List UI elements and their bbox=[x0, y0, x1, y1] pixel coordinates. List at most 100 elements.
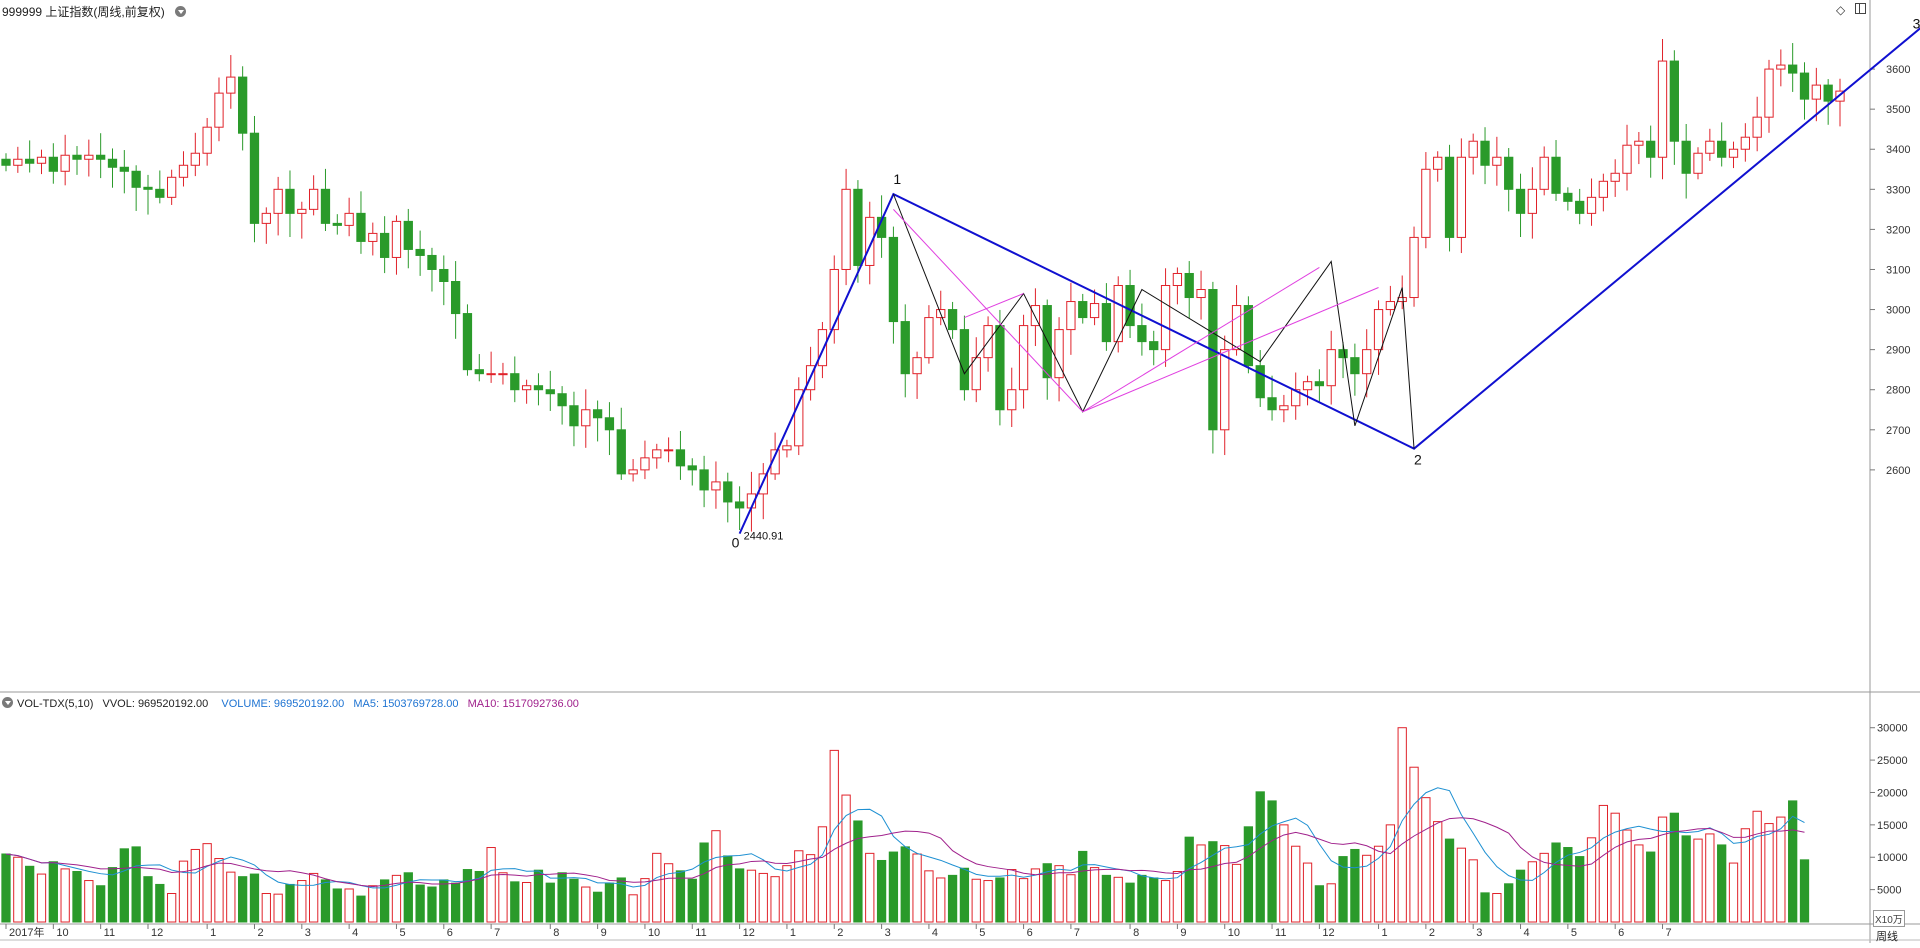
candle-body bbox=[238, 76, 248, 134]
candle-body bbox=[1823, 84, 1833, 102]
split-panel-icon[interactable] bbox=[1855, 3, 1866, 14]
volume-bar bbox=[971, 878, 981, 923]
volume-bar bbox=[900, 846, 910, 923]
candle-body bbox=[249, 132, 260, 224]
volume-bar bbox=[1444, 838, 1455, 923]
volume-bar bbox=[936, 877, 946, 923]
candle-body bbox=[391, 220, 402, 258]
volume-bar bbox=[1243, 826, 1254, 923]
volume-bar bbox=[805, 854, 816, 923]
chevron-down-icon[interactable] bbox=[174, 6, 186, 17]
price-tick-label: 3600 bbox=[1886, 64, 1910, 76]
candle-body bbox=[888, 236, 899, 323]
candle-body bbox=[178, 164, 189, 178]
candle-body bbox=[640, 457, 650, 471]
price-tick-label: 3500 bbox=[1886, 104, 1910, 116]
volume-bar bbox=[379, 879, 390, 923]
candle-body bbox=[557, 393, 567, 407]
candle-body bbox=[782, 445, 792, 451]
volume-bar bbox=[427, 886, 437, 923]
volume-bars-group bbox=[1, 727, 1810, 923]
volume-bar bbox=[1728, 862, 1739, 923]
volume-bar bbox=[1622, 829, 1632, 923]
volume-bar bbox=[1054, 865, 1064, 923]
volume-bar bbox=[462, 869, 473, 923]
candle-body bbox=[829, 268, 839, 331]
candle-body bbox=[1740, 136, 1750, 150]
candle-body bbox=[616, 429, 626, 475]
volume-bar bbox=[1007, 869, 1017, 923]
time-tick-label: 12 bbox=[743, 927, 755, 939]
time-tick-label: 1 bbox=[1382, 927, 1388, 939]
volume-tick-label: 30000 bbox=[1877, 723, 1908, 735]
price-tick-label: 2600 bbox=[1886, 465, 1910, 477]
candle-body bbox=[723, 481, 733, 503]
volume-bar bbox=[1527, 861, 1538, 923]
chevron-down-icon[interactable] bbox=[2, 697, 13, 708]
elliott-wave-line bbox=[738, 27, 1920, 535]
price-tick-label: 3400 bbox=[1886, 144, 1910, 156]
candle-body bbox=[1054, 329, 1064, 379]
candle-body bbox=[1788, 64, 1798, 74]
candle-body bbox=[1492, 156, 1502, 166]
wave-label: 1 bbox=[893, 171, 901, 187]
volume-bar bbox=[1480, 892, 1490, 923]
candle-body bbox=[1799, 72, 1810, 100]
volume-bar bbox=[344, 888, 354, 923]
wave-label: 2440.91 bbox=[744, 531, 784, 543]
candle-body bbox=[1705, 140, 1715, 154]
ma10-value: MA10: 1517092736.00 bbox=[467, 698, 579, 710]
price-tick-label: 2700 bbox=[1886, 425, 1910, 437]
volume-unit-text: X10万 bbox=[1875, 915, 1903, 926]
volume-bar bbox=[1220, 845, 1230, 923]
candle-body bbox=[628, 469, 638, 475]
time-tick-label: 10 bbox=[648, 927, 660, 939]
candle-body bbox=[521, 385, 532, 391]
time-tick-label: 6 bbox=[1618, 927, 1624, 939]
volume-bar bbox=[1172, 870, 1183, 923]
candle-body bbox=[971, 357, 981, 391]
time-tick-label: 12 bbox=[151, 927, 163, 939]
time-tick-label: 11 bbox=[695, 927, 706, 939]
volume-bar bbox=[178, 860, 189, 923]
price-tick-label: 3300 bbox=[1886, 184, 1910, 196]
volume-bar bbox=[439, 879, 449, 923]
candle-body bbox=[1598, 180, 1608, 198]
volume-bar bbox=[1788, 800, 1798, 923]
volume-bar bbox=[1515, 869, 1526, 923]
time-tick-label: 6 bbox=[1027, 927, 1033, 939]
volume-bar bbox=[533, 869, 544, 923]
candle-body bbox=[25, 158, 35, 164]
ma10-line bbox=[5, 817, 1805, 888]
volume-bar bbox=[285, 883, 295, 923]
candle-body bbox=[675, 449, 686, 467]
volume-bar bbox=[983, 880, 993, 923]
candle-body bbox=[214, 92, 224, 128]
chart-title-text: 999999 上证指数(周线,前复权) bbox=[2, 5, 165, 19]
time-tick-label: 4 bbox=[1524, 927, 1530, 939]
diamond-icon[interactable]: ◇ bbox=[1836, 3, 1846, 17]
time-tick-label: 2 bbox=[1429, 927, 1435, 939]
volume-bar bbox=[1, 853, 11, 923]
volume-bar bbox=[1468, 859, 1478, 923]
sub-wave-line bbox=[892, 193, 1415, 449]
vol-indicator-name: VOL-TDX(5,10) bbox=[17, 698, 94, 710]
time-tick-label: 3 bbox=[305, 927, 311, 939]
candle-body bbox=[1326, 349, 1336, 387]
candle-body bbox=[1160, 285, 1171, 351]
period-button[interactable]: 周线 bbox=[1876, 928, 1898, 944]
candle-body bbox=[1350, 357, 1360, 375]
candle-body bbox=[1397, 297, 1407, 303]
candle-body bbox=[865, 216, 875, 266]
candle-body bbox=[1504, 156, 1514, 190]
volume-tick-label: 10000 bbox=[1877, 852, 1908, 864]
volume-bar bbox=[84, 880, 94, 923]
candle-body bbox=[13, 158, 23, 166]
candle-body bbox=[1586, 196, 1597, 214]
volume-bar bbox=[36, 873, 47, 923]
volume-bar bbox=[1196, 844, 1206, 923]
time-tick-label: 9 bbox=[601, 927, 607, 939]
candles-group bbox=[1, 39, 1845, 532]
